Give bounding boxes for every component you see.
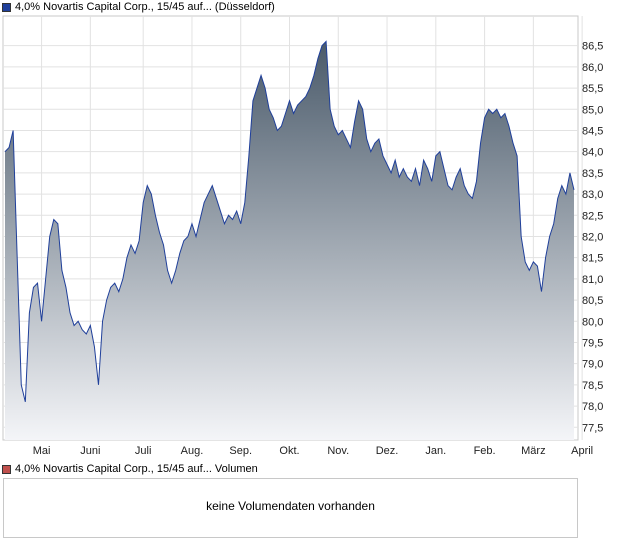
y-tick-label: 86,5 (582, 41, 603, 53)
x-tick-label: März (521, 445, 545, 457)
no-volume-message: keine Volumendaten vorhanden (206, 499, 375, 513)
x-tick-label: Mai (33, 445, 51, 457)
y-tick-label: 80,5 (582, 295, 603, 307)
y-tick-label: 80,0 (582, 316, 603, 328)
y-tick-label: 79,5 (582, 337, 603, 349)
volume-legend: 4,0% Novartis Capital Corp., 15/45 auf..… (2, 462, 258, 476)
x-axis-ticks: Mai Juni Juli Aug. Sep. Okt. Nov. Dez. Jan. Feb. M… (33, 445, 593, 457)
x-tick-label: Nov. (327, 445, 349, 457)
price-legend-swatch (2, 2, 11, 12)
y-tick-label: 77,5 (582, 422, 603, 434)
y-tick-label: 82,5 (582, 210, 603, 222)
x-tick-label: Juni (80, 445, 100, 457)
x-tick-label: April (571, 445, 593, 457)
x-tick-label: Sep. (229, 445, 252, 457)
price-area (5, 41, 574, 440)
x-tick-label: Aug. (181, 445, 204, 457)
x-tick-label: Dez. (376, 445, 399, 457)
y-tick-label: 78,5 (582, 380, 603, 392)
x-tick-label: Okt. (279, 445, 299, 457)
price-legend: 4,0% Novartis Capital Corp., 15/45 auf..… (2, 0, 275, 14)
x-tick-label: Jan. (425, 445, 446, 457)
y-tick-label: 84,0 (582, 147, 603, 159)
volume-legend-swatch (2, 464, 11, 474)
volume-legend-label: 4,0% Novartis Capital Corp., 15/45 auf..… (15, 463, 258, 475)
y-tick-label: 83,0 (582, 189, 603, 201)
volume-panel: keine Volumendaten vorhanden (3, 478, 578, 538)
y-tick-label: 82,0 (582, 231, 603, 243)
x-tick-label: Juli (135, 445, 152, 457)
y-tick-label: 85,5 (582, 83, 603, 95)
x-tick-label: Feb. (474, 445, 496, 457)
y-tick-label: 86,0 (582, 62, 603, 74)
y-axis-ticks: 77,5 78,0 78,5 79,0 79,5 80,0 80,5 81,0 81,5 82,0… (582, 41, 603, 435)
y-tick-label: 83,5 (582, 168, 603, 180)
y-tick-label: 84,5 (582, 125, 603, 137)
y-tick-label: 78,0 (582, 401, 603, 413)
price-chart: 77,5 78,0 78,5 79,0 79,5 80,0 80,5 81,0 81,5 82,0… (2, 15, 603, 457)
y-tick-label: 81,0 (582, 274, 603, 286)
y-tick-label: 79,0 (582, 359, 603, 371)
price-legend-label: 4,0% Novartis Capital Corp., 15/45 auf..… (15, 1, 275, 13)
price-line (4, 40, 575, 402)
y-tick-label: 81,5 (582, 253, 603, 265)
y-tick-label: 85,0 (582, 104, 603, 116)
